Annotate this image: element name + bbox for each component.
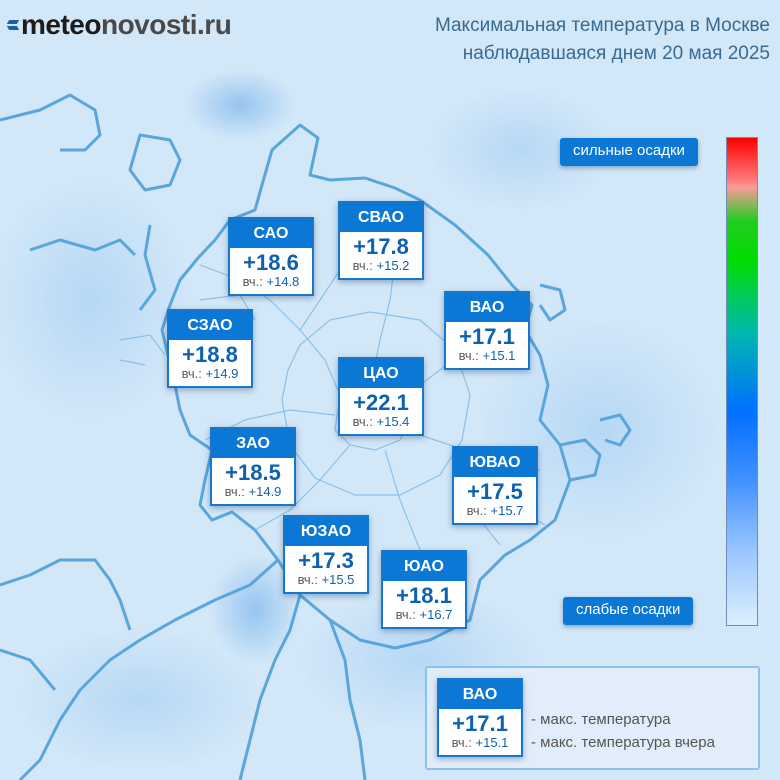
district-name: СВАО — [340, 203, 422, 232]
title-line-1: Максимальная температура в Москве — [434, 15, 770, 36]
district-card-vao: ВАО +17.1 вч.: +15.1 — [444, 291, 530, 370]
district-max-temp: +18.8 — [182, 342, 238, 367]
yesterday-label: вч.: — [224, 484, 245, 499]
yesterday-label: вч.: — [395, 607, 416, 622]
legend-sample-card: ВАО +17.1 вч.: +15.1 — [437, 678, 523, 757]
map-title: Максимальная температура в Москве наблюд… — [435, 12, 770, 68]
district-max-temp: +17.1 — [459, 324, 515, 349]
title-line-2: наблюдавшаяся днем 20 мая 2025 — [462, 43, 770, 64]
yesterday-temp: +16.7 — [419, 607, 453, 622]
yesterday-label: вч.: — [352, 414, 373, 429]
yesterday-temp: +14.9 — [248, 484, 282, 499]
district-card-cao: ЦАО +22.1 вч.: +15.4 — [338, 357, 424, 436]
logo-domain-text: novosti.ru — [100, 9, 232, 40]
yesterday-label: вч.: — [451, 735, 472, 750]
legend-temp-description: - макс. температура — [531, 711, 671, 728]
yesterday-temp: +15.1 — [482, 348, 516, 363]
district-name: ЮАО — [383, 552, 465, 581]
logo-main-text: meteo — [21, 9, 101, 40]
district-yesterday: вч.: +15.5 — [285, 571, 367, 589]
legend-yesterday-description: - макс. температура вчера — [531, 734, 715, 751]
yesterday-temp: +15.7 — [490, 503, 524, 518]
yesterday-label: вч.: — [466, 503, 487, 518]
district-name: ЮЗАО — [285, 517, 367, 546]
district-yesterday: вч.: +15.7 — [454, 502, 536, 520]
district-max-temp: +17.8 — [353, 234, 409, 259]
district-name: СЗАО — [169, 311, 251, 340]
district-card-zao: ЗАО +18.5 вч.: +14.9 — [210, 427, 296, 506]
yesterday-label: вч.: — [458, 348, 479, 363]
site-logo[interactable]: meteonovosti.ru — [8, 8, 232, 42]
district-name: ВАО — [446, 293, 528, 322]
district-yesterday: вч.: +16.7 — [383, 606, 465, 624]
yesterday-temp: +15.4 — [376, 414, 410, 429]
district-card-szao: СЗАО +18.8 вч.: +14.9 — [167, 309, 253, 388]
district-yesterday: вч.: +15.2 — [340, 257, 422, 275]
district-max-temp: +18.5 — [225, 460, 281, 485]
yesterday-label: вч.: — [297, 572, 318, 587]
yesterday-temp: +15.2 — [376, 258, 410, 273]
district-card-svao: СВАО +17.8 вч.: +15.2 — [338, 201, 424, 280]
district-card-yuzao: ЮЗАО +17.3 вч.: +15.5 — [283, 515, 369, 594]
district-card-yuvao: ЮВАО +17.5 вч.: +15.7 — [452, 446, 538, 525]
district-yesterday: вч.: +14.9 — [169, 365, 251, 383]
district-yesterday: вч.: +15.1 — [446, 347, 528, 365]
yesterday-label: вч.: — [352, 258, 373, 273]
district-yesterday: вч.: +14.8 — [230, 273, 312, 291]
district-yesterday: вч.: +15.4 — [340, 413, 422, 431]
precip-strong-label: сильные осадки — [560, 138, 698, 166]
district-max-temp: +18.6 — [243, 250, 299, 275]
district-name: ЗАО — [212, 429, 294, 458]
legend-max-temp: +17.1 — [452, 711, 508, 736]
district-card-yuao: ЮАО +18.1 вч.: +16.7 — [381, 550, 467, 629]
district-max-temp: +17.3 — [298, 548, 354, 573]
precipitation-scale-bar — [726, 137, 758, 626]
legend-district-name: ВАО — [439, 680, 521, 709]
yesterday-temp: +15.5 — [321, 572, 355, 587]
district-card-sao: САО +18.6 вч.: +14.8 — [228, 217, 314, 296]
legend-yesterday: вч.: +15.1 — [439, 734, 521, 752]
yesterday-label: вч.: — [242, 274, 263, 289]
district-name: САО — [230, 219, 312, 248]
legend-yesterday-temp: +15.1 — [475, 735, 509, 750]
logo-chevron-icon — [8, 18, 18, 32]
district-name: ЮВАО — [454, 448, 536, 477]
yesterday-temp: +14.8 — [266, 274, 300, 289]
district-max-temp: +22.1 — [353, 390, 409, 415]
yesterday-temp: +14.9 — [205, 366, 239, 381]
precip-weak-label: слабые осадки — [563, 597, 694, 625]
district-max-temp: +18.1 — [396, 583, 452, 608]
district-yesterday: вч.: +14.9 — [212, 483, 294, 501]
yesterday-label: вч.: — [181, 366, 202, 381]
district-max-temp: +17.5 — [467, 479, 523, 504]
district-name: ЦАО — [340, 359, 422, 388]
